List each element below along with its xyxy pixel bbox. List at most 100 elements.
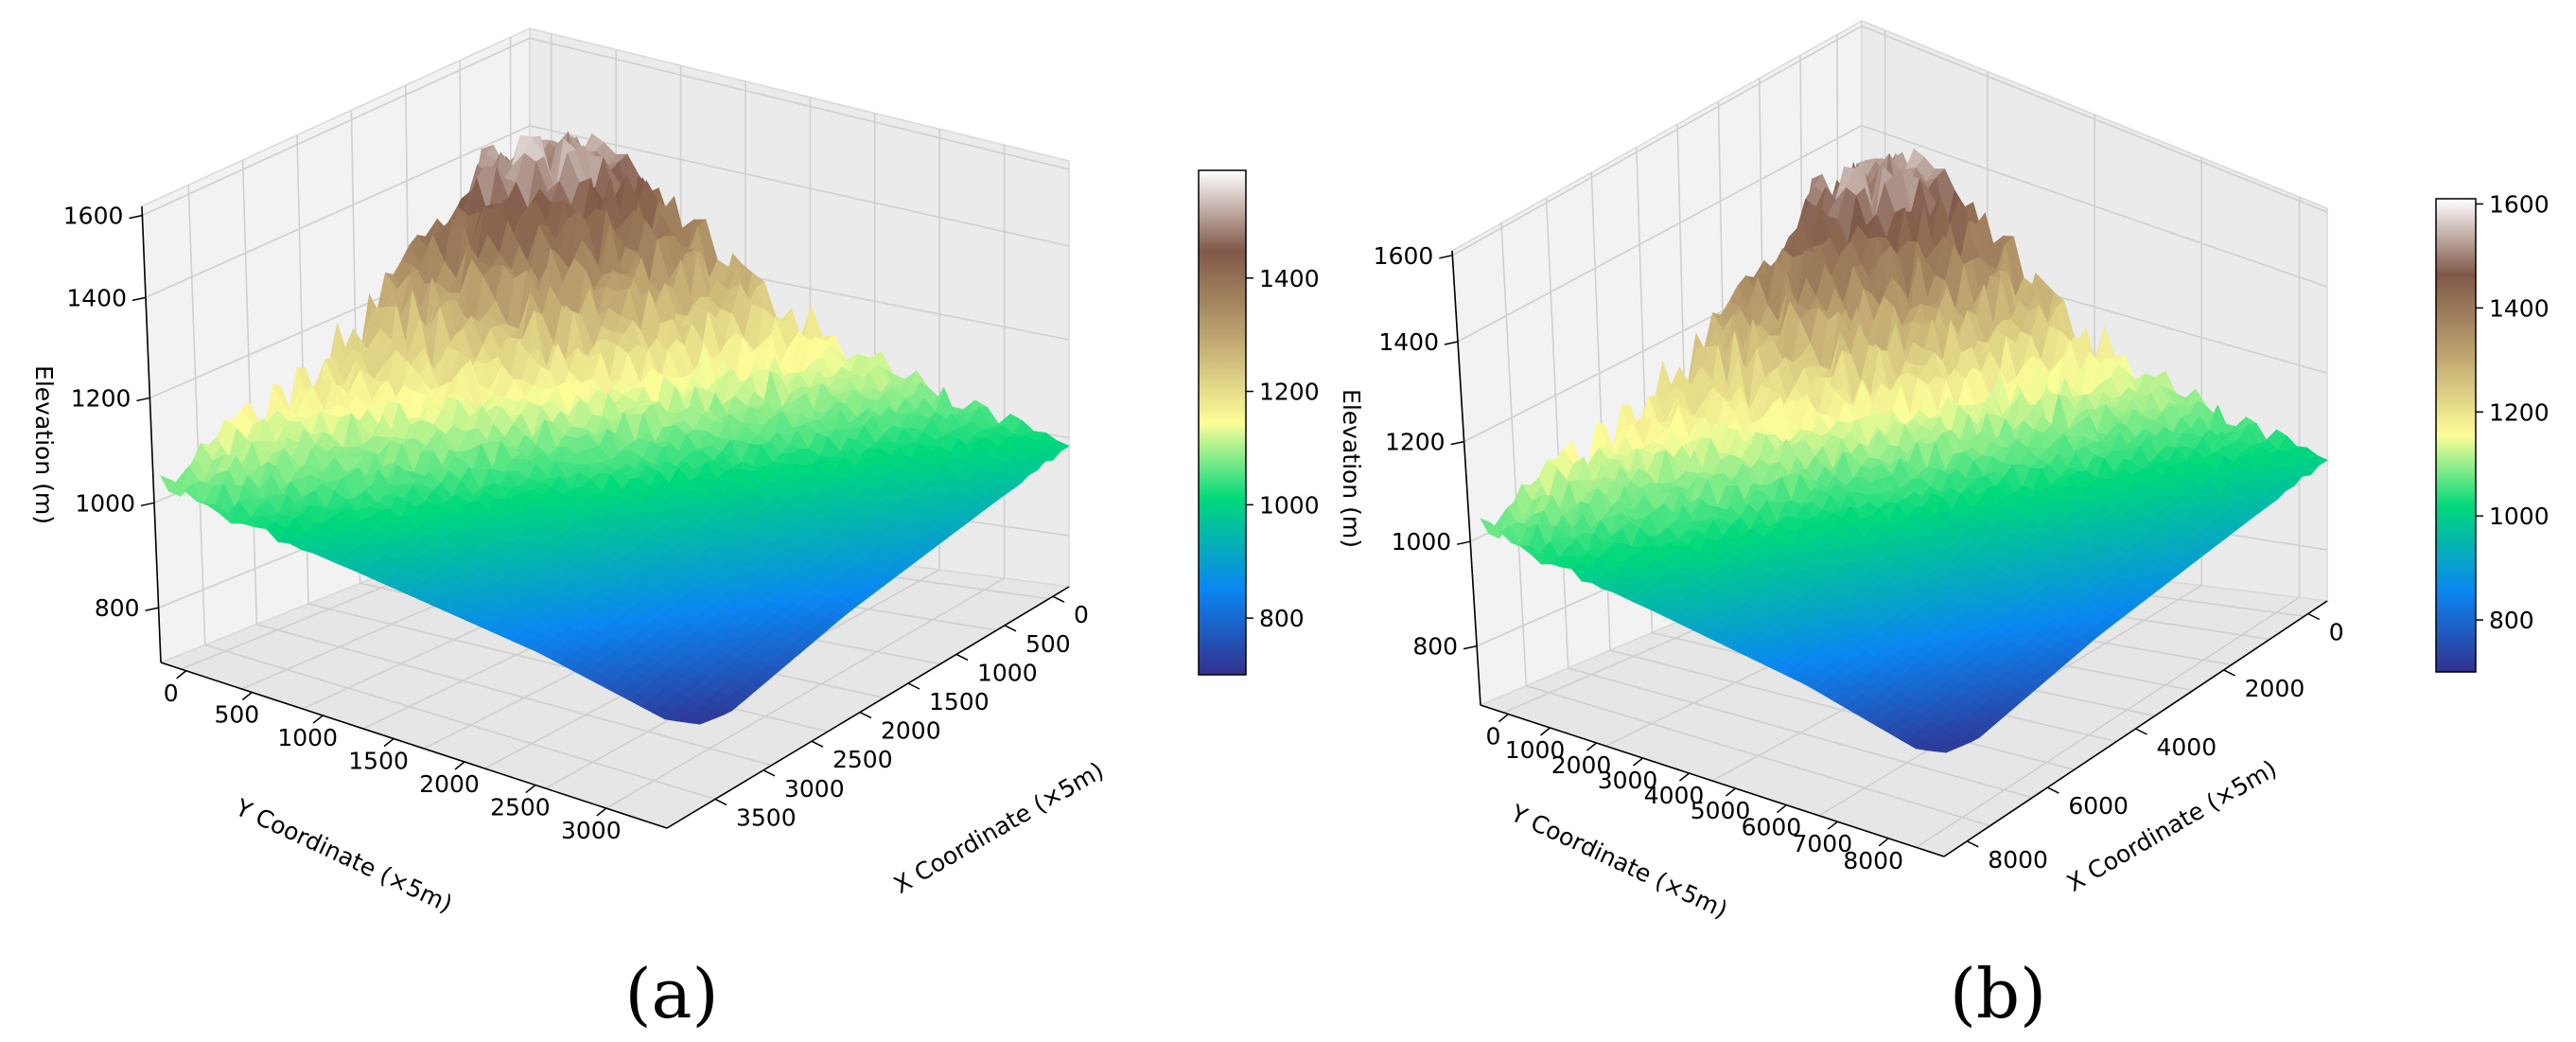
z-tick-label: 800 bbox=[1412, 633, 1458, 661]
y-tick bbox=[596, 807, 607, 817]
x-axis-label: X Coordinate (×5m) bbox=[889, 756, 1109, 899]
z-tick bbox=[131, 296, 147, 302]
colorbar-tick-label: 1600 bbox=[2489, 190, 2550, 218]
y-tick-label: 2500 bbox=[490, 794, 551, 821]
y-tick-label: 1000 bbox=[277, 724, 338, 751]
y-tick bbox=[1878, 838, 1889, 847]
y-tick bbox=[525, 784, 536, 794]
x-tick bbox=[859, 711, 872, 719]
y-tick-label: 0 bbox=[1485, 723, 1500, 751]
x-tick bbox=[1966, 840, 1979, 848]
y-gridline bbox=[187, 185, 206, 645]
x-tick bbox=[714, 798, 727, 806]
z-tick-label: 1000 bbox=[75, 489, 135, 517]
z-tick bbox=[145, 607, 159, 611]
x-axis-label: X Coordinate (×5m) bbox=[2062, 754, 2282, 897]
z-tick bbox=[1457, 540, 1471, 545]
panel-label-b: (b) bbox=[1950, 954, 2046, 1033]
z-tick-label: 800 bbox=[95, 594, 140, 622]
x-tick bbox=[1052, 595, 1065, 603]
z-tick bbox=[136, 397, 150, 402]
y-tick bbox=[241, 691, 253, 701]
x-tick-label: 3000 bbox=[784, 775, 845, 803]
x-tick-label: 0 bbox=[2329, 619, 2344, 646]
y-tick-label: 500 bbox=[214, 701, 259, 729]
x-tick-label: 6000 bbox=[2068, 792, 2129, 820]
chart-panel-a: 8001000120014001600050010001500200025003… bbox=[30, 26, 1320, 918]
x-tick bbox=[2223, 669, 2235, 677]
x-tick-label: 1000 bbox=[977, 659, 1038, 686]
x-tick bbox=[811, 740, 824, 748]
colorbar-tick-label: 1200 bbox=[1259, 379, 1320, 406]
y-tick bbox=[176, 670, 187, 680]
y-floor-gridline bbox=[256, 623, 772, 767]
colorbar-tick-label: 1000 bbox=[2489, 503, 2550, 530]
y-tick bbox=[1776, 804, 1787, 814]
z-axis-label: Elevation (m) bbox=[1338, 389, 1365, 548]
z-tick bbox=[1450, 440, 1464, 446]
x-tick bbox=[907, 682, 920, 690]
x-tick-label: 3500 bbox=[736, 804, 797, 831]
colorbar-tick-label: 1000 bbox=[1259, 491, 1320, 519]
y-tick-label: 2000 bbox=[419, 770, 480, 798]
y-axis-label: Y Coordinate (×5m) bbox=[231, 793, 457, 918]
z-tick-label: 1600 bbox=[63, 203, 124, 230]
z-tick bbox=[1439, 255, 1453, 259]
x-tick bbox=[1004, 625, 1017, 632]
y-tick bbox=[383, 737, 394, 748]
y-tick-label: 3000 bbox=[561, 817, 622, 844]
colorbar-tick-label: 1400 bbox=[1259, 265, 1320, 292]
x-tick bbox=[2307, 612, 2321, 621]
z-tick-label: 1000 bbox=[1392, 528, 1452, 556]
y-tick-label: 8000 bbox=[1843, 847, 1903, 874]
terrain-surface bbox=[160, 131, 1070, 725]
x-tick-label: 8000 bbox=[1988, 846, 2048, 874]
colorbar-tick-label: 800 bbox=[2489, 607, 2534, 634]
x-tick-label: 4000 bbox=[2157, 733, 2217, 761]
x-floor-gridline bbox=[605, 577, 1006, 809]
x-tick-label: 1500 bbox=[929, 688, 990, 715]
colorbar-tick-label: 1400 bbox=[2489, 294, 2550, 322]
y-tick bbox=[1498, 714, 1509, 723]
x-tick-label: 500 bbox=[1025, 630, 1071, 658]
z-tick-label: 1400 bbox=[1378, 328, 1439, 356]
x-tick bbox=[762, 769, 776, 777]
y-tick-label: 0 bbox=[164, 680, 179, 707]
x-tick-label: 2500 bbox=[832, 746, 893, 773]
y-floor-gridline bbox=[204, 644, 716, 801]
z-tick bbox=[1463, 645, 1478, 650]
x-tick bbox=[955, 653, 969, 662]
x-tick-label: 2000 bbox=[2245, 675, 2305, 702]
colorbar-tick-label: 800 bbox=[1259, 605, 1305, 632]
z-tick-label: 1200 bbox=[1385, 429, 1446, 456]
colorbar bbox=[2435, 198, 2477, 673]
y-tick bbox=[454, 761, 465, 770]
y-tick-label: 1500 bbox=[348, 748, 409, 775]
colorbar bbox=[1198, 169, 1247, 676]
y-tick bbox=[1633, 757, 1643, 767]
z-tick-label: 1400 bbox=[66, 284, 127, 311]
z-gridline bbox=[145, 125, 1070, 299]
panel-label-a: (a) bbox=[624, 954, 718, 1033]
z-axis-label: Elevation (m) bbox=[30, 365, 58, 524]
z-tick bbox=[140, 502, 155, 507]
z-tick bbox=[129, 214, 143, 220]
y-tick bbox=[1586, 742, 1597, 751]
z-tick bbox=[1444, 341, 1459, 345]
y-tick bbox=[1827, 821, 1838, 830]
y-gridline bbox=[241, 160, 258, 625]
y-tick bbox=[1679, 772, 1690, 782]
x-tick bbox=[2047, 786, 2059, 794]
colorbar-tick-label: 1200 bbox=[2489, 398, 2550, 426]
z-tick-label: 1600 bbox=[1374, 242, 1434, 270]
y-tick bbox=[1726, 787, 1736, 797]
y-tick bbox=[1540, 727, 1551, 736]
z-gridline bbox=[142, 37, 1070, 217]
z-tick-label: 1200 bbox=[71, 384, 131, 412]
y-tick bbox=[312, 715, 324, 724]
x-tick-label: 2000 bbox=[881, 717, 941, 745]
x-tick-label: 0 bbox=[1074, 601, 1089, 628]
x-tick bbox=[2135, 728, 2147, 735]
